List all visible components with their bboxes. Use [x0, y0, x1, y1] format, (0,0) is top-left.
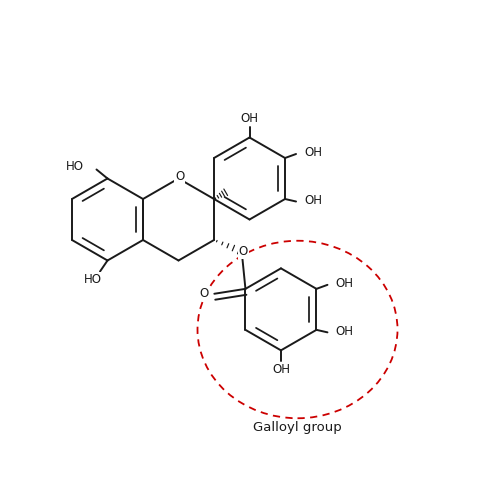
Text: OH: OH	[336, 277, 353, 290]
Text: Galloyl group: Galloyl group	[253, 421, 342, 434]
Text: O: O	[238, 245, 248, 258]
Text: OH: OH	[304, 195, 322, 208]
Text: O: O	[199, 287, 208, 300]
Text: O: O	[175, 169, 184, 182]
Text: OH: OH	[240, 112, 258, 125]
Text: OH: OH	[272, 363, 290, 376]
Text: OH: OH	[304, 147, 322, 159]
Text: HO: HO	[84, 273, 102, 286]
Text: OH: OH	[336, 326, 353, 338]
Text: HO: HO	[66, 160, 84, 173]
